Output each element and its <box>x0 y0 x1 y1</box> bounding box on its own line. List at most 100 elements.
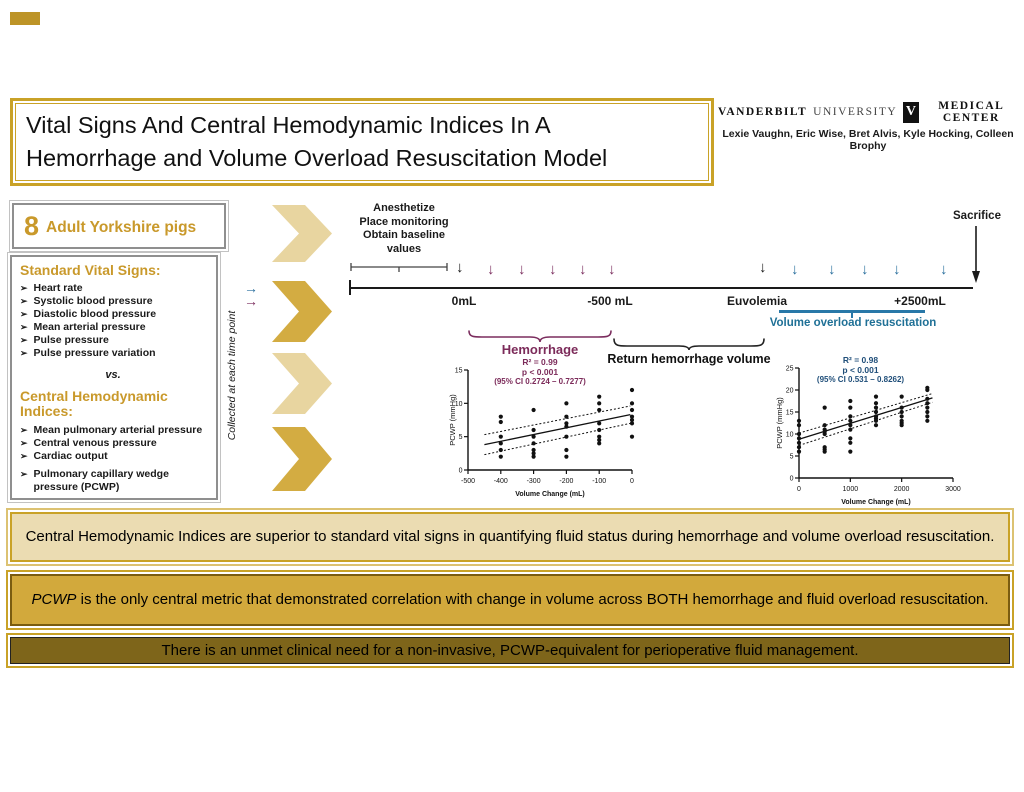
timepoint-arrow-icon: ↓ <box>579 261 587 278</box>
conclusion-text: Central Hemodynamic Indices are superior… <box>25 528 995 546</box>
chevron-arrow-icon <box>272 205 332 262</box>
title-line-1: Vital Signs And Central Hemodynamic Indi… <box>26 112 551 138</box>
svg-text:0: 0 <box>797 486 801 493</box>
return-volume-brace <box>613 338 765 351</box>
overload-scatter-chart: 0 5 10 15 20 25 0 1000 2000 3000 Volume Change (mL… <box>775 366 961 507</box>
list-item: ➢ Heart rate <box>20 282 210 295</box>
timepoint-arrow-icon: ↓ <box>828 261 836 278</box>
conclusion-box-3: There is an unmet clinical need for a no… <box>6 633 1014 668</box>
svg-text:10: 10 <box>455 401 463 408</box>
vital-sign-item: Pulse pressure variation <box>33 347 156 359</box>
timeline-label-0ml: 0mL <box>451 294 477 308</box>
chevron-arrow-icon <box>272 427 332 491</box>
svg-text:0: 0 <box>459 468 463 475</box>
central-index-item: Central venous pressure <box>33 437 157 449</box>
svg-text:-200: -200 <box>559 478 573 485</box>
list-item: ➢ Mean arterial pressure <box>20 321 210 334</box>
vital-sign-item: Systolic blood pressure <box>33 295 153 307</box>
central-index-item: Pulmonary capillary wedge pressure (PCWP… <box>33 468 169 493</box>
chevron-arrow-icon <box>272 281 332 342</box>
svg-text:Volume Change (mL): Volume Change (mL) <box>841 499 910 506</box>
timepoint-arrow-icon: ↓ <box>549 261 557 278</box>
timepoint-arrow-icon: ↓ <box>940 261 948 278</box>
svg-text:10: 10 <box>786 432 794 439</box>
central-indices-heading: Central Hemodynamic Indices: <box>20 388 168 419</box>
timeline-label-euvolemia: Euvolemia <box>726 294 788 308</box>
measures-box: Standard Vital Signs: ➢ Heart rate ➢ Systo… <box>7 252 221 503</box>
sacrifice-arrow-icon <box>972 226 980 283</box>
svg-text:15: 15 <box>455 368 463 375</box>
arrowhead-bullet-icon: ➢ <box>20 469 28 479</box>
institution-logo: VANDERBILT UNIVERSITY V MEDICAL CENTER <box>718 100 1018 124</box>
arrowhead-bullet-icon: ➢ <box>20 322 28 332</box>
svg-text:2000: 2000 <box>894 486 910 493</box>
baseline-step: Anesthetize <box>373 202 435 214</box>
authors-line: Lexie Vaughn, Eric Wise, Bret Alvis, Kyl… <box>722 128 1014 152</box>
chevron-arrow-icon <box>272 353 332 414</box>
conclusion-text: There is an unmet clinical need for a no… <box>161 641 859 659</box>
vanderbilt-shield-icon: V <box>903 101 919 123</box>
p-value: p < 0.001 <box>842 364 879 375</box>
conclusion-text: is the only central metric that demonstr… <box>76 591 989 609</box>
purple-right-arrow-icon: → <box>244 293 258 309</box>
svg-text:1000: 1000 <box>843 486 859 493</box>
baseline-step: values <box>386 242 422 255</box>
p-value: p < 0.001 <box>521 366 559 377</box>
conclusion-box-1: Central Hemodynamic Indices are superior… <box>6 508 1014 566</box>
svg-text:5: 5 <box>459 434 463 441</box>
overload-bracket <box>779 310 925 318</box>
arrowhead-bullet-icon: ➢ <box>20 348 28 358</box>
list-item: ➢ Diastolic blood pressure <box>20 308 210 321</box>
subjects-count: 8 <box>24 210 40 241</box>
list-item: ➢ Systolic blood pressure <box>20 295 210 308</box>
svg-text:-400: -400 <box>494 478 508 485</box>
timeline-label-minus500: -500 mL <box>587 294 633 308</box>
timepoint-arrow-icon: ↓ <box>861 261 869 278</box>
versus-label: vs. <box>105 369 121 381</box>
list-item: ➢ Central venous pressure <box>20 437 210 450</box>
org-name-2: UNIVERSITY <box>813 106 898 118</box>
timepoint-arrow-icon: ↓ <box>759 259 767 276</box>
confidence-interval: (95% CI 0.2724 – 0.7277) <box>494 377 586 386</box>
return-volume-label: Return hemorrhage volume <box>607 352 771 366</box>
timeline-label-plus2500: +2500mL <box>894 294 946 308</box>
list-item: ➢ Pulse pressure <box>20 334 210 347</box>
timepoint-arrow-icon: ↓ <box>456 259 464 276</box>
timeline-start-tick <box>349 280 351 295</box>
org-division: MEDICAL CENTER <box>938 100 1005 124</box>
hemorrhage-chart-stats: R² = 0.99 p < 0.001 (95% CI 0.2724 – 0.7… <box>475 357 605 387</box>
svg-text:0: 0 <box>630 478 634 485</box>
list-item: ➢ Pulse pressure variation <box>20 347 210 360</box>
arrowhead-bullet-icon: ➢ <box>20 451 28 461</box>
org-name: VANDERBILT <box>718 106 808 118</box>
hemorrhage-label: Hemorrhage <box>501 342 579 357</box>
svg-text:PCWP (mmHg): PCWP (mmHg) <box>448 394 457 446</box>
list-item: ➢ Pulmonary capillary wedge pressure (PCW… <box>20 468 210 494</box>
blue-right-arrow-icon: → <box>244 280 258 296</box>
baseline-bracket <box>350 263 448 272</box>
central-index-item: Mean pulmonary arterial pressure <box>33 424 203 436</box>
title-line-2: Hemorrhage and Volume Overload Resuscita… <box>26 145 608 171</box>
timepoint-arrow-icon: ↓ <box>791 261 799 278</box>
overload-bracket-tick <box>851 313 853 318</box>
svg-text:15: 15 <box>786 410 794 417</box>
timepoint-arrow-icon: ↓ <box>518 261 526 278</box>
confidence-interval: (95% CI 0.531 – 0.8262) <box>816 375 905 384</box>
conclusion-box-2: PCWP is the only central metric that dem… <box>6 570 1014 630</box>
svg-text:20: 20 <box>786 388 794 395</box>
baseline-step: Place monitoring <box>359 215 449 228</box>
arrowhead-bullet-icon: ➢ <box>20 335 28 345</box>
svg-text:25: 25 <box>786 366 794 373</box>
hemorrhage-brace <box>468 330 612 343</box>
svg-text:3000: 3000 <box>945 486 961 493</box>
svg-text:Volume Change (mL): Volume Change (mL) <box>515 491 584 498</box>
vital-sign-item: Mean arterial pressure <box>33 321 146 333</box>
svg-text:5: 5 <box>790 454 794 461</box>
arrowhead-bullet-icon: ➢ <box>20 425 28 435</box>
title-box: Vital Signs And Central Hemodynamic Indi… <box>10 98 714 186</box>
collected-label: Collected at each time point <box>226 310 238 441</box>
arrowhead-bullet-icon: ➢ <box>20 283 28 293</box>
subjects-box: 8 Adult Yorkshire pigs <box>9 200 229 252</box>
baseline-step: Obtain baseline <box>363 229 445 241</box>
